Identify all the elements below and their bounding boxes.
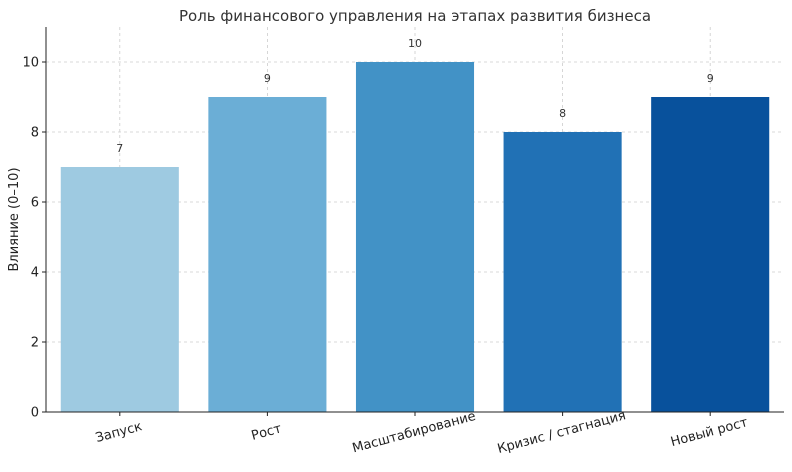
bar xyxy=(60,167,179,412)
y-tick-label: 2 xyxy=(31,336,39,351)
y-tick-label: 8 xyxy=(31,126,39,141)
y-tick-label: 4 xyxy=(31,266,39,281)
x-tick-label: Кризис / стагнация xyxy=(496,408,628,457)
x-tick-label: Рост xyxy=(250,421,284,443)
y-tick-label: 0 xyxy=(31,406,39,421)
x-tick-label: Масштабирование xyxy=(351,409,478,456)
y-tick-label: 10 xyxy=(22,56,39,71)
bar xyxy=(503,132,622,412)
y-axis-label: Влияние (0–10) xyxy=(7,167,22,271)
x-tick-label: Запуск xyxy=(94,419,144,446)
bar-value-label: 10 xyxy=(408,37,422,50)
chart-title: Роль финансового управления на этапах ра… xyxy=(179,7,651,25)
bar-value-label: 9 xyxy=(707,72,714,85)
bar xyxy=(208,97,327,412)
bar xyxy=(355,62,475,412)
bar xyxy=(651,97,770,412)
bars-layer: 7 9 10 8 9 xyxy=(60,37,770,412)
x-tick-label: Новый рост xyxy=(669,415,750,450)
bar-value-label: 9 xyxy=(264,72,271,85)
bar-value-label: 8 xyxy=(559,107,566,120)
bar-value-label: 7 xyxy=(116,142,123,155)
y-tick-label: 6 xyxy=(31,196,39,211)
